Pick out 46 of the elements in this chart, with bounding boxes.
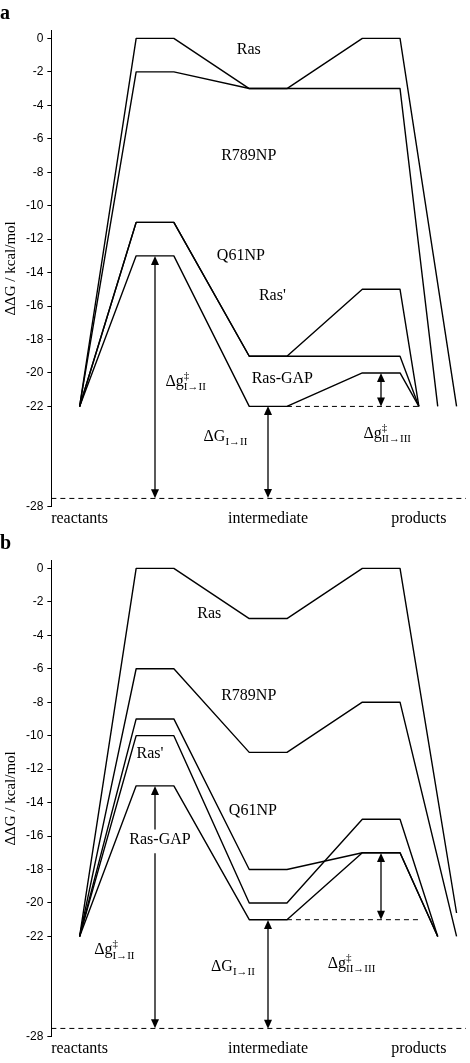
annotation: Ras' — [136, 744, 164, 762]
chart-title: a — [0, 1, 10, 24]
y-tick-label: -6 — [32, 131, 44, 146]
y-axis-title: ΔΔG / kcal/mol — [1, 751, 18, 846]
y-tick-label: 0 — [36, 30, 44, 45]
y-tick-label: -8 — [32, 694, 44, 709]
y-tick-label: -14 — [26, 264, 44, 279]
y-tick-label: -16 — [26, 298, 44, 313]
annotation: Ras-GAP — [129, 830, 191, 848]
annotation: Ras' — [258, 286, 286, 304]
y-tick-label: -2 — [32, 594, 44, 609]
y-tick-label: -16 — [26, 828, 44, 843]
y-tick-label: -12 — [26, 761, 44, 776]
y-tick-label: -22 — [26, 398, 44, 413]
y-tick-label: -14 — [26, 794, 44, 809]
annotation: R789NP — [221, 685, 277, 703]
y-tick-label: -10 — [26, 727, 44, 742]
x-tick-label: reactants — [51, 508, 109, 526]
y-tick-label: -28 — [26, 499, 44, 514]
y-axis-title: ΔΔG / kcal/mol — [1, 221, 18, 316]
annotation: Ras — [236, 40, 261, 58]
y-tick-label: -18 — [26, 331, 44, 346]
annotation: Ras — [197, 603, 222, 621]
y-tick-label: -4 — [32, 627, 44, 642]
y-tick-label: 0 — [36, 560, 44, 575]
y-tick-label: -20 — [26, 895, 44, 910]
y-tick-label: -2 — [32, 64, 44, 79]
annotation: R789NP — [221, 145, 277, 163]
y-tick-label: -22 — [26, 928, 44, 943]
y-tick-label: -12 — [26, 231, 44, 246]
y-tick-label: -28 — [26, 1029, 44, 1044]
x-tick-label: intermediate — [228, 508, 309, 526]
y-tick-label: -10 — [26, 197, 44, 212]
y-tick-label: -8 — [32, 164, 44, 179]
x-tick-label: products — [391, 1038, 447, 1057]
y-tick-label: -20 — [26, 365, 44, 380]
x-tick-label: reactants — [51, 1038, 109, 1056]
annotation: Q61NP — [228, 801, 277, 818]
x-tick-label: products — [391, 508, 447, 527]
y-tick-label: -4 — [32, 97, 44, 112]
x-tick-label: intermediate — [228, 1038, 309, 1056]
annotation: Ras-GAP — [251, 368, 314, 386]
y-tick-label: -6 — [32, 661, 44, 676]
annotation: Q61NP — [216, 246, 265, 264]
chart-title: b — [0, 531, 12, 554]
y-tick-label: -18 — [26, 861, 44, 876]
